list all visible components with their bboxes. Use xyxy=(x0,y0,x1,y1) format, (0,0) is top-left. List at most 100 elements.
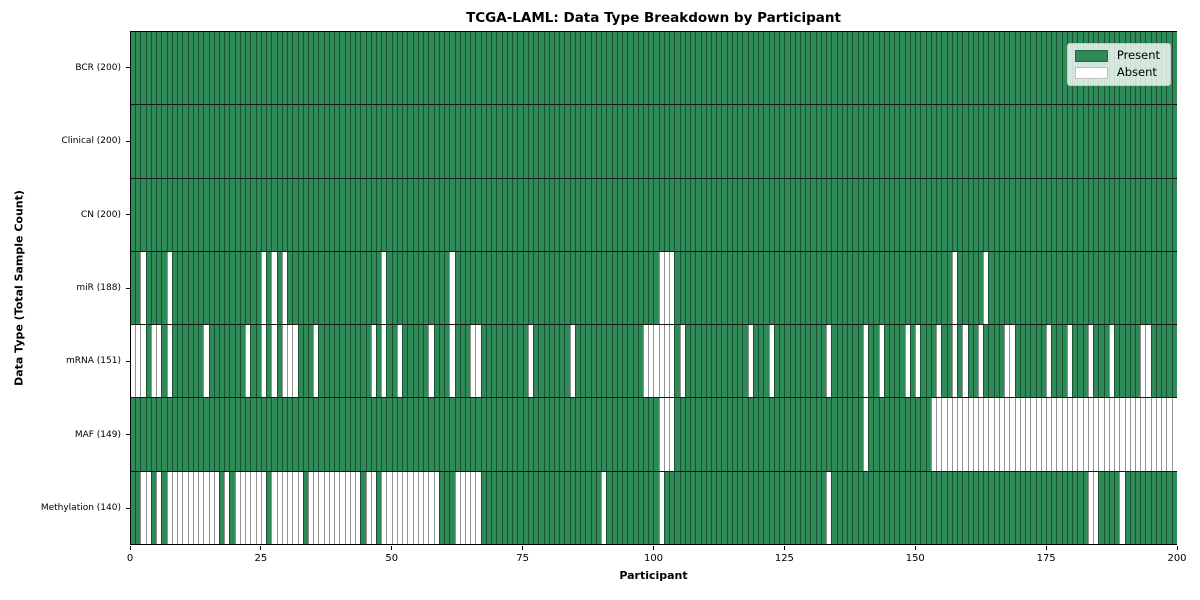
heatmap-cell xyxy=(642,178,649,251)
heatmap-cell xyxy=(402,398,408,471)
heatmap-cell xyxy=(695,251,701,325)
heatmap-cell xyxy=(648,398,654,471)
legend-present-label: Present xyxy=(1116,48,1160,63)
heatmap-cell xyxy=(915,471,921,544)
heatmap-cell xyxy=(627,471,633,544)
heatmap-cell xyxy=(669,251,675,325)
heatmap-cell xyxy=(1030,105,1036,178)
heatmap-cell xyxy=(559,398,565,471)
heatmap-cell xyxy=(700,32,706,105)
heatmap-cell xyxy=(412,105,418,178)
heatmap-cell xyxy=(177,251,183,325)
heatmap-cell xyxy=(334,178,340,251)
heatmap-cell xyxy=(344,325,350,398)
heatmap-cell xyxy=(1061,105,1067,178)
heatmap-cell xyxy=(386,178,392,251)
heatmap-cell xyxy=(1166,398,1172,471)
heatmap-cell xyxy=(203,178,209,251)
heatmap-cell xyxy=(611,32,617,105)
heatmap-cell xyxy=(580,251,586,325)
heatmap-cell xyxy=(135,251,141,325)
heatmap-cell xyxy=(1119,398,1125,471)
heatmap-cell xyxy=(805,398,811,471)
heatmap-cell xyxy=(648,471,654,544)
heatmap-cell xyxy=(198,32,204,105)
heatmap-cell xyxy=(1114,398,1120,471)
heatmap-cell xyxy=(758,325,764,398)
heatmap-cell xyxy=(1108,251,1115,325)
heatmap-cell xyxy=(281,178,288,251)
heatmap-cell xyxy=(595,325,602,398)
y-tick xyxy=(126,507,130,509)
heatmap-cell xyxy=(480,32,486,105)
heatmap-cell xyxy=(203,251,209,325)
heatmap-cell xyxy=(1019,398,1026,471)
heatmap-cell xyxy=(234,251,240,325)
heatmap-cell xyxy=(569,105,575,178)
heatmap-cell xyxy=(271,178,277,251)
heatmap-cell xyxy=(574,32,581,105)
heatmap-cell xyxy=(328,471,335,544)
heatmap-cell xyxy=(407,471,413,544)
heatmap-cell xyxy=(1108,178,1115,251)
heatmap-cell xyxy=(391,105,397,178)
heatmap-cell xyxy=(962,105,968,178)
heatmap-cell xyxy=(465,471,471,544)
heatmap-cell xyxy=(1072,471,1078,544)
heatmap-cell xyxy=(1056,32,1062,105)
heatmap-cell xyxy=(245,471,251,544)
heatmap-cell xyxy=(428,398,434,471)
heatmap-cell xyxy=(993,251,999,325)
heatmap-cell xyxy=(601,471,607,544)
heatmap-cell xyxy=(1004,105,1010,178)
heatmap-cell xyxy=(1129,178,1135,251)
heatmap-cell xyxy=(868,251,874,325)
heatmap-cell xyxy=(145,32,151,105)
heatmap-cell xyxy=(810,325,816,398)
heatmap-cell xyxy=(1135,105,1141,178)
heatmap-cell xyxy=(758,251,764,325)
heatmap-cell xyxy=(1066,251,1073,325)
heatmap-cell xyxy=(266,251,272,325)
heatmap-cell xyxy=(925,32,931,105)
heatmap-cell xyxy=(1082,325,1088,398)
heatmap-cell xyxy=(977,32,984,105)
x-axis-title: Participant xyxy=(619,569,688,582)
heatmap-cell xyxy=(402,471,408,544)
heatmap-cell xyxy=(721,471,727,544)
heatmap-cell xyxy=(485,32,492,105)
heatmap-cell xyxy=(1119,471,1125,544)
heatmap-cell xyxy=(962,325,968,398)
heatmap-cell xyxy=(768,251,774,325)
heatmap-cell xyxy=(878,105,884,178)
heatmap-cell xyxy=(260,105,267,178)
legend: Present Absent xyxy=(1066,43,1171,86)
heatmap-cell xyxy=(826,32,832,105)
heatmap-cell xyxy=(302,178,308,251)
heatmap-cell xyxy=(826,325,832,398)
heatmap-cell xyxy=(1129,471,1135,544)
x-tick xyxy=(260,546,262,550)
heatmap-cell xyxy=(616,251,623,325)
heatmap-cell xyxy=(658,32,664,105)
heatmap-cell xyxy=(287,398,293,471)
heatmap-cell xyxy=(522,471,528,544)
heatmap-cell xyxy=(302,105,308,178)
heatmap-cell xyxy=(789,251,795,325)
heatmap-cell xyxy=(862,105,869,178)
heatmap-cell xyxy=(339,471,345,544)
heatmap-cell xyxy=(522,105,528,178)
heatmap-cell xyxy=(993,471,999,544)
heatmap-cell xyxy=(983,105,989,178)
heatmap-cell xyxy=(930,325,937,398)
heatmap-cell xyxy=(993,178,999,251)
heatmap-cell xyxy=(260,32,267,105)
heatmap-cell xyxy=(601,251,607,325)
heatmap-cell xyxy=(616,32,623,105)
heatmap-cell xyxy=(292,471,298,544)
heatmap-cell xyxy=(810,398,816,471)
heatmap-cell xyxy=(1014,471,1020,544)
heatmap-cell xyxy=(1108,398,1115,471)
heatmap-cell xyxy=(595,178,602,251)
heatmap-cell xyxy=(1150,178,1156,251)
